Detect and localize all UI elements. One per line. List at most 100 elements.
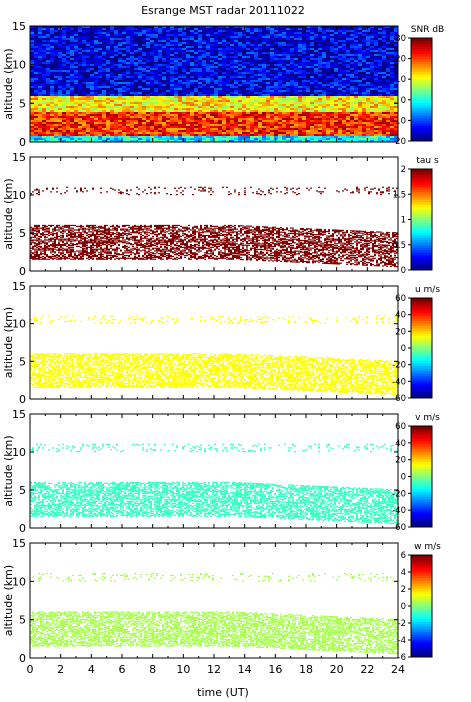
- snr-cell: [70, 84, 74, 86]
- snr-cell: [102, 80, 106, 82]
- snr-cell: [282, 64, 286, 66]
- snr-cell: [234, 62, 238, 64]
- snr-cell: [250, 102, 254, 104]
- snr-cell: [42, 116, 46, 118]
- snr-cell: [210, 50, 214, 52]
- snr-cell: [82, 72, 86, 74]
- snr-cell: [178, 102, 182, 104]
- snr-cell: [114, 126, 118, 128]
- snr-cell: [322, 122, 326, 124]
- snr-cell: [162, 86, 166, 88]
- snr-cell: [258, 32, 262, 34]
- snr-cell: [226, 138, 230, 140]
- snr-cell: [182, 54, 186, 56]
- snr-cell: [326, 94, 330, 96]
- snr-cell: [162, 118, 166, 120]
- snr-cell: [166, 120, 170, 122]
- snr-cell: [330, 58, 334, 60]
- snr-cell: [334, 118, 338, 120]
- snr-cell: [102, 90, 106, 92]
- snr-cell: [270, 134, 274, 136]
- snr-cell: [298, 44, 302, 46]
- snr-cell: [262, 56, 266, 58]
- snr-cell: [122, 80, 126, 82]
- snr-cell: [246, 86, 250, 88]
- snr-cell: [30, 34, 34, 36]
- snr-cell: [90, 70, 94, 72]
- snr-cell: [130, 92, 134, 94]
- snr-cell: [334, 124, 338, 126]
- snr-cell: [294, 116, 298, 118]
- snr-cell: [282, 62, 286, 64]
- snr-cell: [42, 52, 46, 54]
- snr-cell: [198, 38, 202, 40]
- snr-cell: [178, 94, 182, 96]
- snr-cell: [230, 98, 234, 100]
- snr-cell: [158, 30, 162, 32]
- snr-cell: [242, 118, 246, 120]
- snr-cell: [286, 78, 290, 80]
- snr-cell: [86, 58, 90, 60]
- snr-cell: [286, 96, 290, 98]
- snr-cell: [62, 134, 66, 136]
- snr-cell: [206, 120, 210, 122]
- snr-cell: [370, 134, 374, 136]
- snr-cell: [126, 128, 130, 130]
- snr-cell: [250, 130, 254, 132]
- snr-cell: [70, 58, 74, 60]
- snr-cell: [298, 106, 302, 108]
- snr-cell: [46, 44, 50, 46]
- snr-cell: [94, 92, 98, 94]
- snr-cell: [238, 84, 242, 86]
- snr-cell: [142, 92, 146, 94]
- snr-cell: [62, 90, 66, 92]
- snr-cell: [330, 94, 334, 96]
- snr-cell: [214, 66, 218, 68]
- snr-cell: [242, 30, 246, 32]
- snr-cell: [298, 96, 302, 98]
- snr-cell: [182, 128, 186, 130]
- snr-cell: [246, 28, 250, 30]
- snr-cell: [38, 34, 42, 36]
- snr-cell: [34, 48, 38, 50]
- snr-cell: [222, 44, 226, 46]
- snr-cell: [366, 124, 370, 126]
- snr-cell: [110, 96, 114, 98]
- snr-cell: [294, 56, 298, 58]
- snr-cell: [158, 116, 162, 118]
- snr-cell: [218, 104, 222, 106]
- snr-cell: [198, 136, 202, 138]
- snr-cell: [370, 60, 374, 62]
- snr-cell: [134, 88, 138, 90]
- snr-cell: [294, 120, 298, 122]
- snr-cell: [174, 68, 178, 70]
- snr-cell: [342, 90, 346, 92]
- snr-cell: [106, 42, 110, 44]
- snr-cell: [142, 98, 146, 100]
- snr-cell: [362, 56, 366, 58]
- snr-cell: [118, 118, 122, 120]
- snr-cell: [286, 88, 290, 90]
- snr-cell: [338, 82, 342, 84]
- snr-cell: [314, 44, 318, 46]
- snr-cell: [230, 64, 234, 66]
- snr-cell: [150, 32, 154, 34]
- snr-cell: [310, 86, 314, 88]
- snr-cell: [34, 46, 38, 48]
- snr-cell: [298, 110, 302, 112]
- snr-cell: [358, 54, 362, 56]
- snr-cell: [226, 140, 230, 142]
- snr-cell: [258, 112, 262, 114]
- snr-cell: [82, 60, 86, 62]
- snr-cell: [370, 76, 374, 78]
- snr-cell: [254, 124, 258, 126]
- snr-cell: [182, 72, 186, 74]
- snr-cell: [286, 104, 290, 106]
- snr-cell: [322, 130, 326, 132]
- snr-cell: [198, 36, 202, 38]
- snr-cell: [218, 26, 222, 28]
- snr-cell: [74, 102, 78, 104]
- snr-cell: [290, 112, 294, 114]
- snr-cell: [102, 32, 106, 34]
- snr-cell: [230, 36, 234, 38]
